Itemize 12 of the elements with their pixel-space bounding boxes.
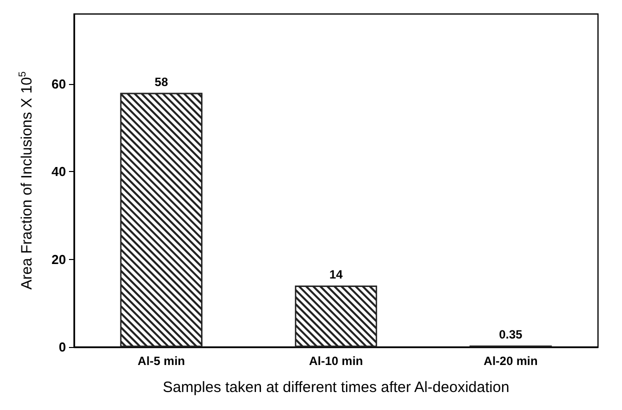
data-label: 0.35 bbox=[498, 327, 523, 342]
x-tick-label: Al-20 min bbox=[484, 354, 538, 368]
y-axis-title: Area Fraction of Inclusions X 105 bbox=[18, 70, 36, 290]
y-tick-label: 20 bbox=[52, 252, 66, 267]
x-tick-label: Al-10 min bbox=[308, 354, 364, 368]
y-tick-label: 60 bbox=[52, 76, 66, 92]
data-label: 14 bbox=[329, 268, 343, 282]
y-tick-label: 40 bbox=[52, 164, 66, 180]
x-tick-label: Al-5 min bbox=[138, 354, 186, 368]
data-label: 58 bbox=[154, 74, 168, 89]
y-tick-label: 0 bbox=[58, 340, 66, 354]
x-axis-title: Samples taken at different times after Al-deoxidation bbox=[162, 379, 510, 396]
